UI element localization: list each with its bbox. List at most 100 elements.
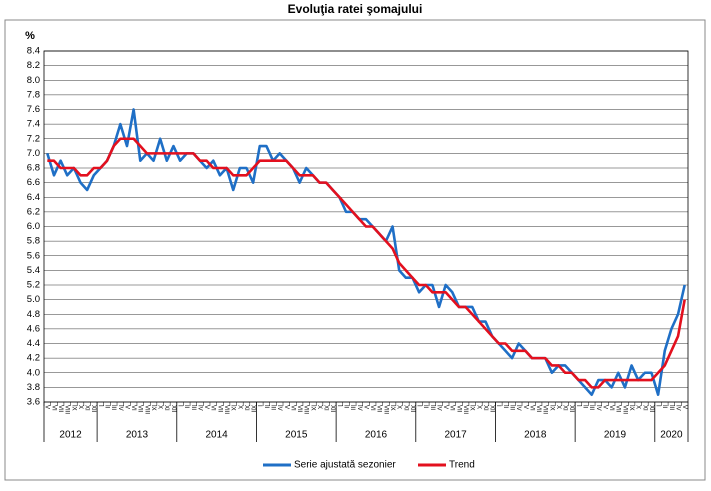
y-tick-label: 7.4 [27,119,40,130]
x-tick-label: VII [57,405,63,413]
x-tick-label: IX [389,405,395,411]
x-tick-label: III [508,405,514,410]
x-tick-label: I [97,405,103,407]
x-tick-label: VI [608,405,614,411]
x-tick-label: X [555,405,561,409]
x-tick-label: IX [230,405,236,411]
y-tick-label: 8.4 [27,46,40,57]
x-tick-label: II [263,405,269,409]
y-tick-label: 6.4 [27,192,40,203]
year-label: 2016 [365,430,388,441]
x-tick-label: VI [50,405,56,411]
x-tick-label: XI [323,405,329,411]
y-tick-label: 8.0 [27,75,40,86]
y-tick-label: 7.6 [27,104,40,115]
x-tick-label: VII [376,405,382,413]
y-tick-label: 7.8 [27,89,40,100]
x-tick-label: IV [117,405,123,411]
y-tick-label: 5.4 [27,265,40,276]
year-label: 2014 [205,430,228,441]
x-tick-label: VIII [64,405,70,414]
x-tick-label: IV [276,405,282,411]
x-tick-label: IX [548,405,554,411]
y-axis-label: % [25,30,35,42]
year-label: 2013 [126,430,149,441]
y-tick-label: 4.8 [27,309,40,320]
series-line [46,108,686,396]
year-label: 2019 [604,430,627,441]
x-tick-label: VIII [143,405,149,414]
x-tick-label: I [416,405,422,407]
y-tick-label: 6.2 [27,206,40,217]
x-tick-label: XII [90,405,96,413]
y-tick-label: 7.0 [27,148,40,159]
x-tick-label: V [203,405,209,409]
plot-border [43,50,689,403]
y-tick-label: 4.6 [27,323,40,334]
legend-label: Trend [449,460,475,471]
x-tick-label: IX [628,405,634,411]
x-tick-label: IV [356,405,362,411]
x-tick-label: VII [137,405,143,413]
x-tick-label: IV [196,405,202,411]
x-tick-label: XI [163,405,169,411]
x-tick-label: VIII [462,405,468,414]
x-tick-label: XII [250,405,256,413]
x-tick-label: II [343,405,349,409]
x-tick-label: VI [289,405,295,411]
y-tick-label: 5.8 [27,236,40,247]
y-tick-label: 5.6 [27,250,40,261]
x-tick-label: I [256,405,262,407]
x-tick-label: II [422,405,428,409]
x-tick-label: XII [170,405,176,413]
y-tick-label: 4.2 [27,353,40,364]
x-tick-label: XII [329,405,335,413]
x-tick-label: II [661,405,667,409]
x-tick-label: X [396,405,402,409]
y-tick-label: 3.6 [27,397,40,408]
x-tick-label: III [588,405,594,410]
x-tick-label: XI [641,405,647,411]
x-tick-label: VIII [382,405,388,414]
x-tick-label: VI [130,405,136,411]
x-tick-label: XI [84,405,90,411]
year-label: 2015 [285,430,308,441]
x-tick-label: IX [70,405,76,411]
x-tick-label: III [269,405,275,410]
x-tick-label: I [177,405,183,407]
x-tick-label: III [668,405,674,410]
x-tick-label: X [475,405,481,409]
x-tick-label: IV [515,405,521,411]
x-tick-label: II [103,405,109,409]
series-line [47,137,686,389]
x-tick-label: IX [469,405,475,411]
x-tick-label: I [336,405,342,407]
x-tick-label: XII [648,405,654,413]
x-tick-label: V [44,405,50,409]
x-tick-label: V [123,405,129,409]
x-tick-label: II [582,405,588,409]
x-tick-label: V [601,405,607,409]
x-tick-label: XI [243,405,249,411]
chart-title: Evoluţia ratei şomajului [288,2,423,16]
x-tick-label: IV [595,405,601,411]
x-tick-label: VIII [303,405,309,414]
year-label: 2017 [445,430,468,441]
x-tick-label: I [495,405,501,407]
x-tick-label: IV [674,405,680,411]
y-tick-label: 3.8 [27,382,40,393]
x-tick-label: I [575,405,581,407]
x-tick-label: III [190,405,196,410]
x-tick-label: III [349,405,355,410]
x-tick-label: VI [528,405,534,411]
x-tick-label: X [316,405,322,409]
x-tick-label: VI [449,405,455,411]
x-tick-label: IV [435,405,441,411]
y-tick-label: 5.2 [27,280,40,291]
chart-frame [4,19,706,481]
x-tick-label: X [635,405,641,409]
y-tick-label: 8.2 [27,60,40,71]
x-tick-label: VII [455,405,461,413]
y-tick-label: 4.4 [27,338,40,349]
x-tick-label: V [681,405,687,409]
